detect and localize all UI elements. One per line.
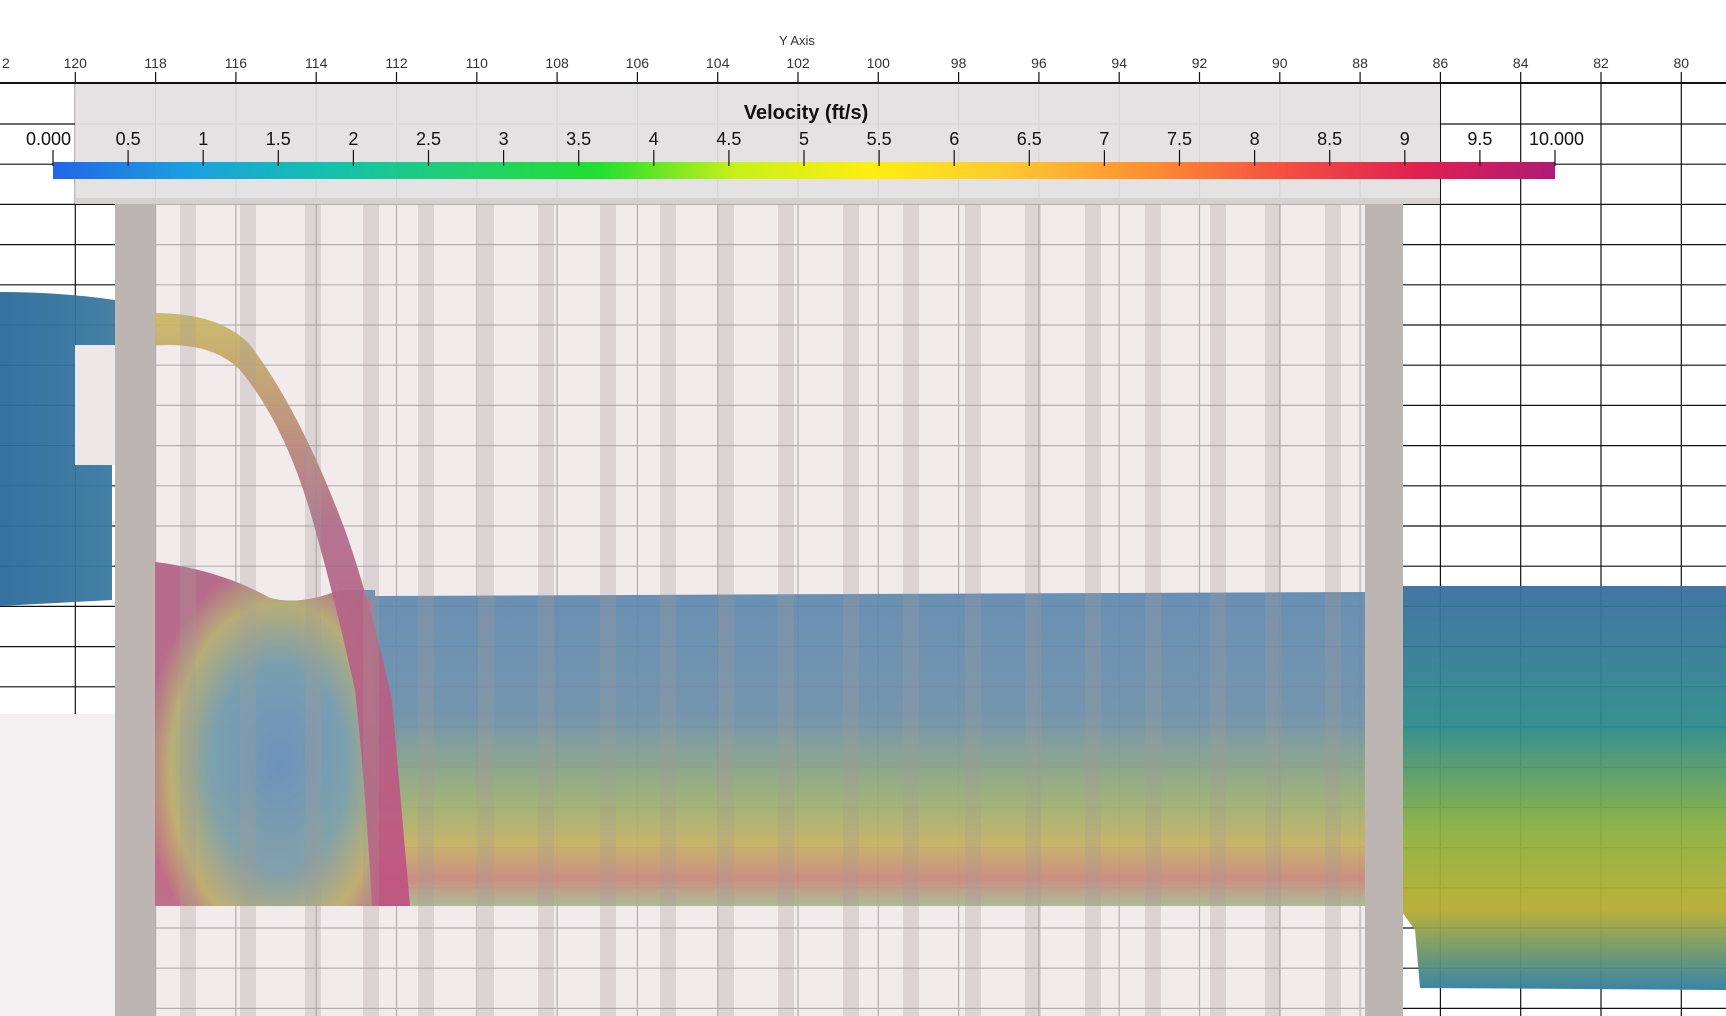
colorbar-label: 7	[1099, 129, 1109, 149]
axis-tick-label: 90	[1272, 55, 1288, 71]
axis-tick-label: 92	[1192, 55, 1208, 71]
axis-tick-label: 100	[867, 55, 891, 71]
colorbar-gradient	[53, 162, 1555, 179]
axis-tick-label: 2	[2, 55, 10, 71]
axis-tick-label: 82	[1593, 55, 1609, 71]
baffle-strip	[843, 204, 859, 1016]
baffle-strips	[180, 204, 1341, 1016]
baffle-strip	[478, 204, 494, 1016]
axis-tick-label: 120	[64, 55, 88, 71]
colorbar-ticks: 0.000 0.5 1 1.5 2 2.5 3 3.5 4 4.5 5 5.5 6 6.5 7 7.5 8 8.5…	[26, 129, 1584, 166]
baffle-strip	[903, 204, 919, 1016]
colorbar-label: 1.5	[266, 129, 291, 149]
colorbar-label: 4.5	[716, 129, 741, 149]
colorbar-label: 1	[198, 129, 208, 149]
colorbar-label: 3	[499, 129, 509, 149]
colorbar-title: Velocity (ft/s)	[744, 102, 868, 124]
basin-flow-region	[155, 562, 1365, 906]
colorbar-label: 9.5	[1467, 129, 1492, 149]
colorbar-label: 2	[348, 129, 358, 149]
axis-tick-label: 106	[626, 55, 650, 71]
baffle-strip	[305, 204, 321, 1016]
colorbar-label: 9	[1400, 129, 1410, 149]
left-floor-panel	[0, 714, 115, 1016]
axis-tick-label: 110	[466, 55, 489, 71]
downstream-flow-region	[1402, 586, 1726, 990]
axis-tick-label: 88	[1352, 55, 1368, 71]
colorbar-label: 6.5	[1017, 129, 1042, 149]
axis-tick-label: 98	[951, 55, 967, 71]
colorbar-label: 0.000	[26, 129, 71, 149]
axis-tick-label: 104	[706, 55, 730, 71]
colorbar-label: 6	[949, 129, 959, 149]
baffle-strip	[418, 204, 434, 1016]
colorbar-label: 7.5	[1167, 129, 1192, 149]
colorbar-label: 2.5	[416, 129, 441, 149]
colorbar-label: 5.5	[867, 129, 892, 149]
nappe-jet	[150, 312, 410, 906]
basin-top-edge	[75, 198, 1440, 204]
axis-tick-label: 108	[545, 55, 569, 71]
colorbar-label: 0.5	[116, 129, 141, 149]
recirculation-vortex	[155, 562, 380, 906]
baffle-strip	[180, 204, 196, 1016]
baffle-strip	[718, 204, 734, 1016]
axis-tick-label: 94	[1111, 55, 1127, 71]
baffle-strip	[1325, 204, 1341, 1016]
baffle-strip	[1210, 204, 1226, 1016]
colorbar-label: 3.5	[566, 129, 591, 149]
baffle-strip	[240, 204, 256, 1016]
axis-ticks: 2 120 118 116 114 112 110 108 106 104 102 100 98 96 94…	[2, 55, 1690, 83]
axis-tick-label: 96	[1031, 55, 1047, 71]
colorbar-label: 5	[799, 129, 809, 149]
velocity-colorbar: Velocity (ft/s) 0.000 0.5 1 1.5 2 2.5 3 3.5 4 4.5…	[26, 102, 1584, 179]
baffle-strip	[965, 204, 981, 1016]
upstream-wall	[115, 204, 155, 1016]
baffle-strip	[600, 204, 616, 1016]
axis-tick-label: 116	[225, 55, 248, 71]
colorbar-label: 10.000	[1529, 129, 1584, 149]
axis-tick-label: 80	[1674, 55, 1690, 71]
upstream-block	[75, 345, 115, 465]
colorbar-label: 4	[649, 129, 659, 149]
axis-tick-label: 84	[1513, 55, 1529, 71]
baffle-strip	[660, 204, 676, 1016]
axis-tick-label: 86	[1433, 55, 1449, 71]
upstream-flow-region	[0, 292, 115, 606]
axis-title: Y Axis	[779, 33, 815, 48]
baffle-strip	[778, 204, 794, 1016]
baffle-strip	[1265, 204, 1281, 1016]
baffle-strip	[1145, 204, 1161, 1016]
baffle-strip	[1025, 204, 1041, 1016]
colorbar-label: 8	[1250, 129, 1260, 149]
axis-tick-label: 118	[144, 55, 167, 71]
baffle-strip	[538, 204, 554, 1016]
colorbar-label: 8.5	[1317, 129, 1342, 149]
axis-tick-label: 114	[305, 55, 328, 71]
baffle-strip	[363, 204, 379, 1016]
downstream-wall	[1365, 204, 1403, 1016]
axis-tick-label: 112	[385, 55, 408, 71]
baffle-strip	[1085, 204, 1101, 1016]
axis-tick-label: 102	[786, 55, 810, 71]
basin-panel	[75, 84, 1440, 204]
